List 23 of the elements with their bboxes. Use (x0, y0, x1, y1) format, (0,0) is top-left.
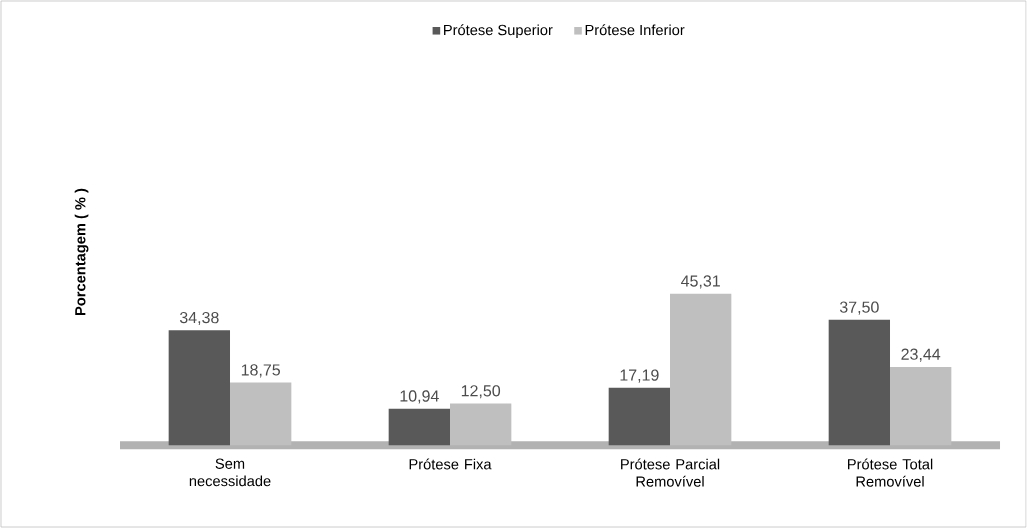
data-label: 12,50 (461, 385, 501, 399)
bar (388, 408, 451, 446)
data-label: 10,94 (400, 390, 439, 404)
x-tick-label: Prótese Fixa (409, 458, 492, 470)
x-tick-label: Prótese Total Removível (848, 458, 933, 487)
bar (828, 319, 891, 446)
data-label: 45,31 (681, 275, 720, 289)
data-label: 37,50 (839, 301, 879, 315)
data-label: 17,19 (620, 369, 659, 383)
data-label: 23,44 (901, 348, 941, 362)
bar (450, 403, 512, 446)
legend-label: Prótese Superior (444, 24, 553, 39)
legend-label: Prótese Inferior (585, 24, 685, 36)
x-tick-label: Sem necessidade (189, 458, 271, 487)
data-label: 18,75 (241, 364, 281, 378)
x-tick-label: Prótese Parcial Removível (621, 458, 720, 487)
bar (230, 382, 292, 446)
bar (168, 330, 231, 446)
bar (890, 366, 952, 446)
bar (670, 293, 732, 446)
y-axis-title: Porcentagem ( % ) (74, 188, 89, 315)
data-label: 34,38 (179, 311, 219, 326)
bar (608, 387, 671, 446)
